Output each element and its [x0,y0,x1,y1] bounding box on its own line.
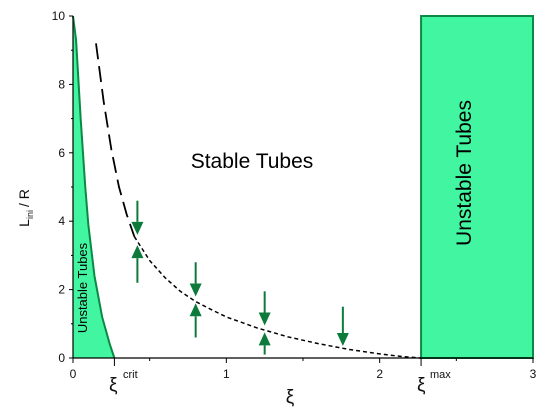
arrow-4 [189,303,202,338]
left-unstable-label: Unstable Tubes [75,242,90,333]
arrow-1 [131,200,144,235]
stable-region-label: Stable Tubes [191,150,314,173]
y-tick-label: 8 [58,77,65,91]
left-unstable-region [73,16,115,358]
arrow-head [189,303,202,317]
arrow-5 [258,291,271,326]
arrow-7 [336,306,349,347]
arrow-head [189,283,202,297]
arrow-head [131,245,144,259]
y-axis-title-rest: / R [16,189,32,207]
xi-max-symbol: ξ [417,375,426,396]
xi-crit-marker: ξ crit [109,369,138,396]
xi-crit-symbol: ξ [109,375,118,396]
axes-layer: 0 2 4 6 8 10 0 1 2 3 [52,9,537,381]
regions-layer [72,15,535,359]
arrow-6 [258,332,271,355]
x-axis-title: ξ [286,387,295,408]
y-axis-title: Lini / R [16,189,35,227]
arrow-3 [189,262,202,297]
arrow-2 [131,245,144,283]
arrow-head [336,333,349,347]
xi-crit-sup: crit [123,369,138,381]
y-tick-label: 0 [58,351,65,365]
y-axis-title-main: L [16,219,32,227]
arrow-head [131,221,144,235]
svg-text:Lini/ R: Lini / R [16,189,35,227]
arrow-head [258,332,271,346]
x-tick-label: 3 [530,367,537,381]
right-unstable-region [420,15,535,359]
x-tick-label: 1 [223,367,230,381]
xi-max-sup: max [430,369,451,381]
y-tick-label: 10 [52,9,66,23]
right-unstable-label: Unstable Tubes [453,100,476,246]
y-tick-label: 6 [58,146,65,160]
curve-layer [95,43,422,359]
arrow-head [258,312,271,326]
y-tick-label: 4 [58,214,65,228]
stability-curve-1 [95,43,136,237]
y-tick-label: 2 [58,283,65,297]
left-unstable-boundary [72,15,116,359]
arrow-layer [131,200,349,355]
xi-max-marker: ξ max [417,369,451,396]
stability-curve-2 [133,236,422,359]
x-tick-label: 2 [376,367,383,381]
y-axis-title-sub: ini [25,210,35,219]
x-tick-label: 0 [70,367,77,381]
